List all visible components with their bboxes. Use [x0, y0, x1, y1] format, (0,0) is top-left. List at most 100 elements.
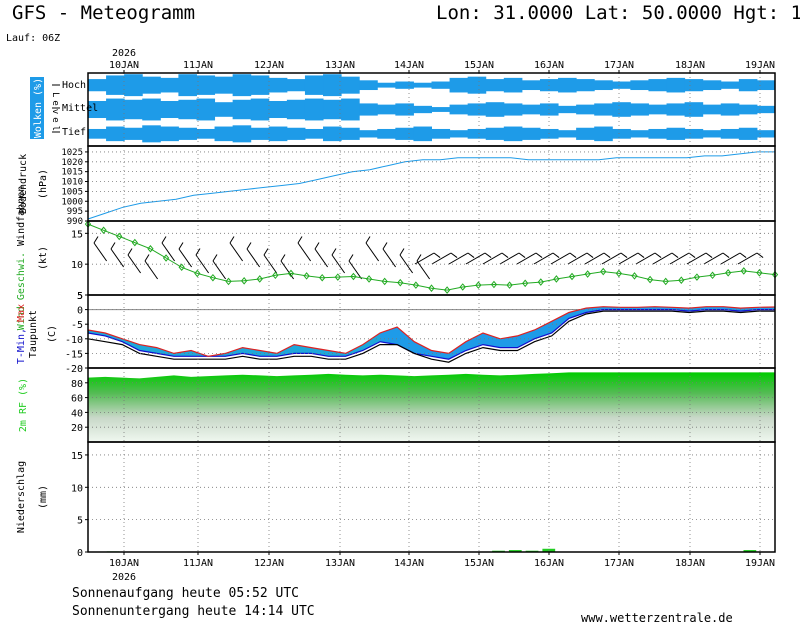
cloud-cell — [521, 104, 541, 115]
wind-barb-staff — [703, 252, 724, 265]
cloud-cell — [323, 126, 342, 142]
wind-speed-marker — [646, 275, 654, 284]
site-link[interactable]: www.wetterzentrale.de — [581, 611, 733, 625]
wind-speed-marker — [443, 286, 451, 294]
wind-speed-marker — [662, 277, 669, 286]
wind-barb-staff — [550, 252, 571, 265]
wind-barb-flag — [654, 252, 662, 258]
wind-speed-marker — [287, 269, 295, 278]
cloud-cell — [286, 79, 306, 92]
precip-unit: (mm) — [38, 485, 49, 509]
cloud-cell — [268, 77, 288, 93]
precip-ylabel: Niederschlag — [16, 461, 27, 533]
cloud-cell — [124, 99, 143, 120]
sunset-text: Sonnenuntergang heute 14:14 UTC — [72, 604, 315, 619]
cloud-cell — [666, 77, 686, 93]
wind-barb-flag — [467, 252, 475, 258]
wind-speed-marker — [350, 272, 357, 281]
cloud-cell — [359, 130, 378, 138]
wind-barb-staff — [686, 252, 707, 265]
wind-barb — [703, 252, 730, 265]
year-label-top: 2026 — [112, 48, 136, 59]
cloud-cell — [250, 127, 270, 140]
day-label-bottom: 15JAN — [464, 558, 494, 569]
cloud-cell — [88, 79, 107, 92]
cloud-cell — [160, 77, 179, 93]
wind-barb-flag — [263, 248, 269, 256]
wind-speed-marker — [178, 263, 185, 272]
wind-ylabel-barbs: Windfahnen — [16, 186, 27, 252]
wind-tick-label: 15 — [71, 229, 83, 240]
wind-barb-flag — [637, 252, 645, 258]
temperature-tick-label: -20 — [65, 364, 83, 375]
cloud-cell — [738, 104, 758, 115]
day-label-top: 13JAN — [325, 60, 355, 71]
cloud-cell — [106, 126, 125, 142]
wind-speed-marker — [412, 281, 420, 289]
wind-barb-flag — [620, 252, 628, 258]
wind-barb-flag — [552, 252, 560, 258]
temperature-tick-label: -15 — [65, 349, 83, 360]
cloud-cell — [467, 76, 487, 94]
panel-frame — [87, 441, 776, 553]
wind-speed-marker — [756, 269, 763, 277]
cloud-level-label: Tief — [62, 127, 86, 138]
wind-barb — [331, 248, 346, 274]
wind-barb-flag — [705, 252, 713, 258]
wind-barb — [601, 252, 628, 265]
wind-barb — [720, 252, 747, 265]
wind-barb-flag — [127, 248, 133, 256]
wind-barb — [110, 242, 125, 268]
day-label-bottom: 11JAN — [183, 558, 213, 569]
cloud-cell — [377, 128, 396, 139]
wind-barb-flag — [110, 242, 116, 250]
wind-barb-staff — [110, 248, 125, 268]
wind-barb-flag — [739, 252, 747, 258]
cloud-cell — [648, 128, 668, 139]
cloud-level-label: Hoch — [62, 80, 86, 91]
wind-speed-marker — [194, 269, 201, 278]
day-label-top: 17JAN — [604, 60, 634, 71]
sunrise-text: Sonnenaufgang heute 05:52 UTC — [72, 586, 299, 601]
wind-speed-marker — [740, 267, 747, 275]
precip-tick-label: 5 — [77, 516, 83, 527]
wind-barb — [686, 252, 713, 265]
page-title: GFS - Meteogramm — [12, 2, 196, 24]
wind-barb-staff — [280, 260, 295, 280]
wind-speed-line — [87, 223, 776, 291]
wind-tick-label: 5 — [77, 291, 83, 302]
wind-barb — [416, 254, 431, 280]
cloud-cell — [106, 75, 125, 95]
temperature-unit: (C) — [47, 325, 58, 343]
wind-speed-marker — [100, 226, 107, 235]
wind-barb-staff — [635, 252, 656, 265]
cloud-cell — [268, 100, 288, 119]
day-label-top: 10JAN — [109, 60, 139, 71]
cloud-cell — [359, 80, 378, 91]
wind-barb — [482, 252, 509, 265]
pressure-tick-label: 1025 — [61, 148, 83, 158]
location-readout: Lon: 31.0000 Lat: 50.0000 Hgt: 1 — [436, 2, 800, 24]
cloud-cell — [341, 127, 360, 140]
wind-speed-marker — [771, 270, 779, 279]
cloud-cell — [666, 103, 686, 116]
wind-speed-marker — [522, 279, 529, 288]
wind-barb-flag — [382, 242, 388, 250]
day-label-bottom: 19JAN — [745, 558, 775, 569]
cloud-cell — [232, 99, 252, 120]
wind-barb-flag — [178, 242, 184, 250]
humidity-tick-label: 60 — [71, 394, 83, 405]
cloud-cell — [503, 103, 523, 116]
wind-speed-marker — [537, 278, 544, 286]
wind-barb-staff — [431, 252, 452, 265]
pressure-tick-label: 1015 — [61, 168, 83, 178]
wind-barb-staff — [161, 242, 176, 262]
cloud-cell — [503, 77, 523, 93]
cloud-cell — [341, 98, 360, 121]
wind-barb — [280, 254, 295, 280]
precip-bar — [508, 550, 522, 552]
wind-barb — [431, 252, 458, 265]
temperature-tick-label: -5 — [71, 320, 83, 331]
wind-barb-staff — [246, 248, 261, 268]
cloud-cell — [485, 102, 505, 117]
